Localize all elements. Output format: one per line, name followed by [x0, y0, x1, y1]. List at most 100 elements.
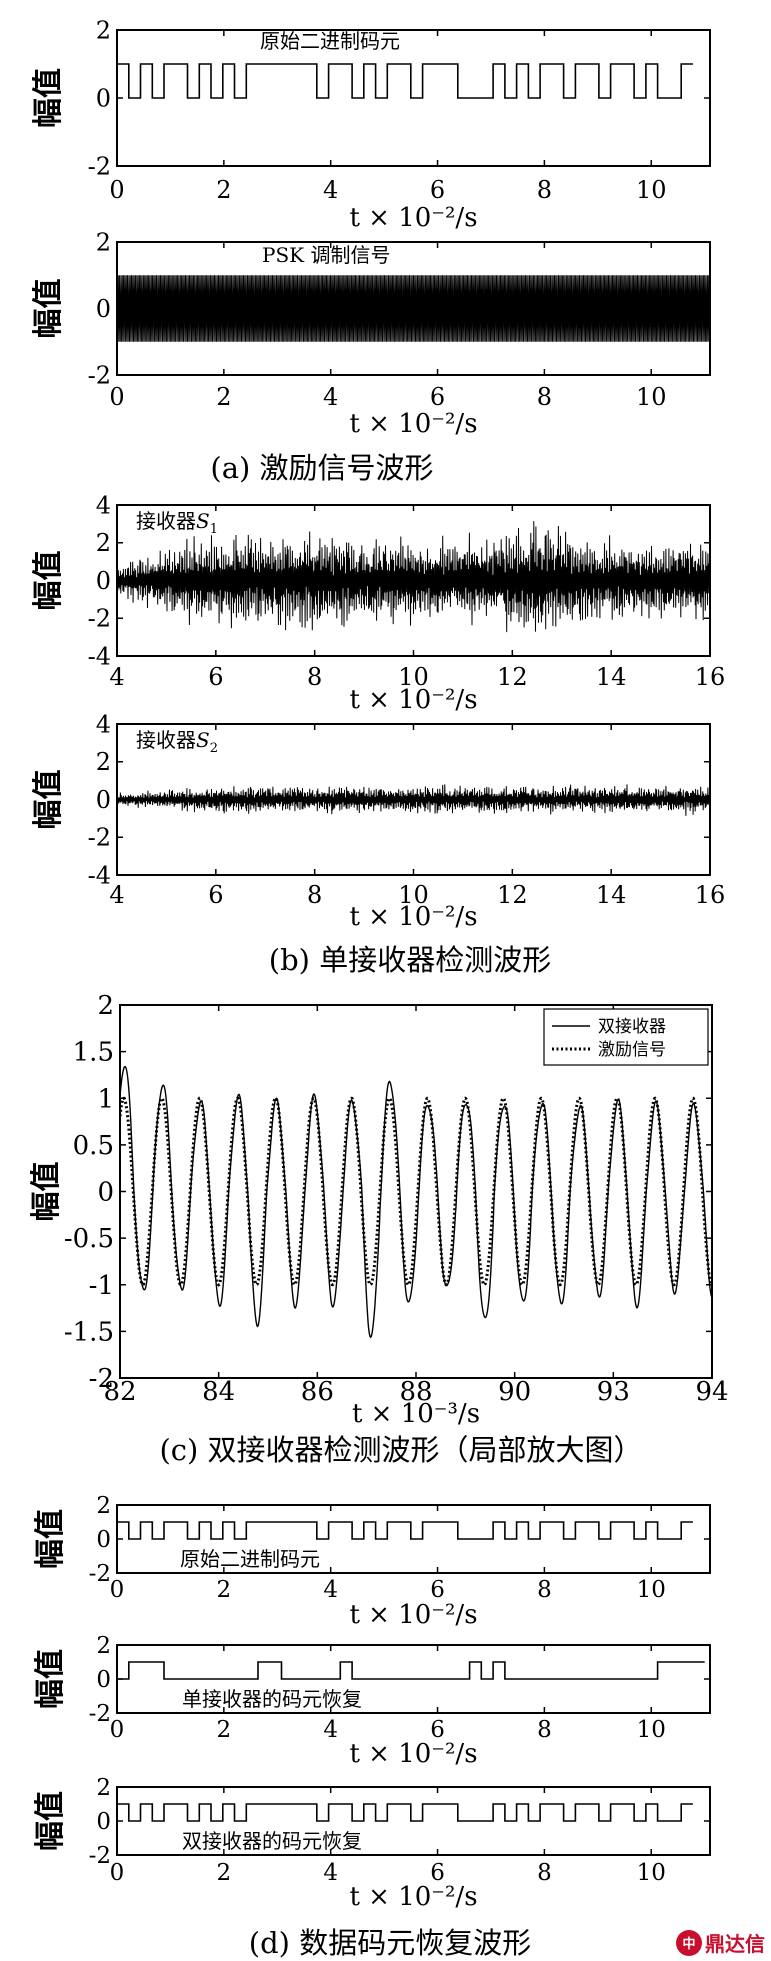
- x-axis-label-b1: t × 10⁻²/s: [349, 685, 477, 715]
- y-tick-label-d2-2: 2: [96, 1633, 111, 1659]
- x-tick-label-a1-0: 0: [109, 176, 124, 204]
- y-tick-label-c-2: -1: [89, 1271, 114, 1301]
- y-tick-label-a1-2: 2: [96, 16, 111, 44]
- annotation-a2: PSK 调制信号: [262, 243, 390, 267]
- x-tick-label-b1-1: 6: [208, 663, 223, 691]
- x-tick-label-d2-2: 4: [323, 1717, 338, 1743]
- series-line-d1: [117, 1521, 693, 1540]
- y-tick-label-b2-4: 4: [96, 710, 111, 738]
- x-tick-label-d2-1: 2: [217, 1717, 232, 1743]
- x-tick-label-a2-4: 8: [537, 383, 552, 411]
- x-tick-label-a1-1: 2: [216, 176, 231, 204]
- y-tick-label-b2-3: 2: [96, 748, 111, 776]
- x-tick-label-b1-5: 14: [596, 663, 627, 691]
- x-tick-label-c-1: 84: [202, 1377, 235, 1407]
- x-tick-label-a2-5: 10: [636, 383, 667, 411]
- annotation-d2: 单接收器的码元恢复: [182, 1687, 362, 1711]
- x-tick-label-a2-1: 2: [216, 383, 231, 411]
- x-tick-label-b1-6: 16: [695, 663, 726, 691]
- x-tick-label-a2-0: 0: [109, 383, 124, 411]
- x-tick-label-a1-2: 4: [323, 176, 338, 204]
- x-tick-label-d2-5: 10: [637, 1717, 666, 1743]
- x-axis-label-d3: t × 10⁻²/s: [349, 1882, 477, 1912]
- x-tick-label-d1-4: 8: [537, 1577, 552, 1603]
- series-line-b2: [117, 784, 710, 816]
- watermark-logo: 中 鼎达信: [676, 1928, 765, 1957]
- x-tick-label-d1-3: 6: [430, 1577, 445, 1603]
- y-axis-label-c: 幅值: [29, 1162, 64, 1222]
- panel-b2: 4 6 8 10 12 14 16 -4 -2 0 2 4 幅值 t × 10⁻²/s 接收器S2: [31, 710, 725, 932]
- panel-b1: 4 6 8 10 12 14 16 -4 -2 0 2 4 幅值 t × 10⁻²/s 接收器S1: [31, 491, 725, 715]
- y-tick-label-c-7: 1.5: [73, 1038, 114, 1068]
- x-tick-label-a1-3: 6: [430, 176, 445, 204]
- y-tick-label-d2-0: -2: [89, 1701, 111, 1727]
- x-tick-label-d3-1: 2: [217, 1860, 232, 1886]
- y-tick-label-a1-1: 0: [96, 84, 111, 112]
- y-tick-label-b1-1: -2: [88, 605, 111, 633]
- plot-area-d2: [117, 1661, 705, 1680]
- y-tick-label-d3-0: -2: [89, 1843, 111, 1869]
- y-tick-label-b2-2: 0: [96, 786, 111, 814]
- y-axis-label-b2: 幅值: [31, 770, 66, 830]
- y-tick-label-d1-1: 0: [96, 1527, 111, 1553]
- x-tick-label-b2-0: 4: [109, 881, 124, 909]
- x-tick-label-d3-0: 0: [110, 1860, 125, 1886]
- y-tick-label-a2-1: 0: [96, 295, 111, 323]
- series-line-d3: [117, 1803, 693, 1822]
- x-tick-label-b2-1: 6: [208, 881, 223, 909]
- y-axis-label-d3: 幅值: [33, 1791, 68, 1851]
- y-tick-label-a2-0: -2: [88, 361, 111, 389]
- plot-area-a1: [117, 63, 693, 99]
- plot-area-a2: [117, 275, 710, 342]
- y-tick-label-b1-4: 4: [96, 491, 111, 519]
- y-tick-label-c-6: 1: [97, 1084, 114, 1114]
- x-axis-label-a1: t × 10⁻²/s: [349, 203, 477, 233]
- x-tick-label-d3-5: 10: [637, 1860, 666, 1886]
- series-line-b1: [117, 521, 710, 633]
- y-tick-label-b2-0: -4: [88, 861, 111, 889]
- caption-c: (c) 双接收器检测波形（局部放大图）: [159, 1433, 642, 1467]
- x-tick-label-d2-4: 8: [537, 1717, 552, 1743]
- x-tick-label-c-4: 90: [498, 1377, 531, 1407]
- annotation-subscript-b2: 2: [210, 741, 218, 756]
- x-tick-label-a1-5: 10: [636, 176, 667, 204]
- y-tick-label-c-8: 2: [97, 991, 114, 1021]
- x-tick-label-c-2: 86: [301, 1377, 334, 1407]
- annotation-b2: 接收器S2: [136, 728, 218, 756]
- y-tick-label-c-3: -0.5: [64, 1224, 114, 1254]
- y-tick-label-c-0: -2: [89, 1364, 114, 1394]
- watermark-text: 鼎达信: [705, 1932, 765, 1956]
- x-tick-label-a2-3: 6: [430, 383, 445, 411]
- y-axis-label-b1: 幅值: [31, 551, 66, 611]
- y-axis-label-d2: 幅值: [33, 1649, 68, 1709]
- x-axis-label-b2: t × 10⁻²/s: [349, 902, 477, 932]
- x-tick-label-d2-3: 6: [430, 1717, 445, 1743]
- y-tick-label-d3-2: 2: [96, 1775, 111, 1801]
- y-tick-label-d1-2: 2: [96, 1493, 111, 1519]
- x-axis-label-a2: t × 10⁻²/s: [349, 409, 477, 439]
- y-tick-label-b1-0: -4: [88, 642, 111, 670]
- panel-c: 82 84 86 88 90 93 94 -2 -1.5 -1 -0.5 0 0.5 1 1.5 2 幅值 t ×…: [29, 991, 729, 1429]
- annotation-d1: 原始二进制码元: [180, 1547, 320, 1571]
- x-tick-label-b2-2: 8: [307, 881, 322, 909]
- x-tick-label-b1-3: 10: [398, 663, 429, 691]
- series-line-a2: [117, 275, 710, 342]
- plot-area-d3: [117, 1803, 693, 1822]
- y-tick-label-c-1: -1.5: [64, 1317, 114, 1347]
- x-tick-label-b2-4: 12: [497, 881, 528, 909]
- caption-d: (d) 数据码元恢复波形: [249, 1926, 531, 1960]
- x-axis-label-d2: t × 10⁻²/s: [349, 1739, 477, 1769]
- x-axis-label-c: t × 10⁻³/s: [352, 1399, 480, 1429]
- x-tick-label-b2-3: 10: [398, 881, 429, 909]
- y-tick-label-c-4: 0: [97, 1178, 114, 1208]
- y-axis-label-d1: 幅值: [33, 1509, 68, 1569]
- x-tick-label-d3-3: 6: [430, 1860, 445, 1886]
- annotation-a1: 原始二进制码元: [260, 29, 400, 53]
- y-tick-label-d2-1: 0: [96, 1667, 111, 1693]
- x-tick-label-a2-2: 4: [323, 383, 338, 411]
- x-tick-label-b2-6: 16: [695, 881, 726, 909]
